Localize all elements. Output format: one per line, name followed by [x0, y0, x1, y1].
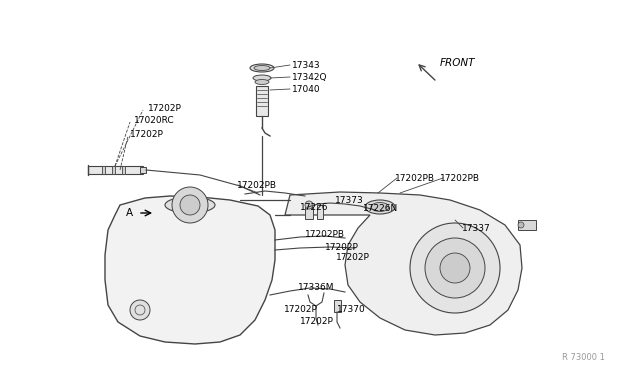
- Bar: [334, 300, 341, 312]
- Text: 17373: 17373: [335, 196, 364, 205]
- Text: 17202PB: 17202PB: [237, 180, 277, 189]
- Text: 17370: 17370: [337, 305, 365, 314]
- Bar: [518, 220, 536, 230]
- Text: R 73000 1: R 73000 1: [562, 353, 605, 362]
- Text: 17342Q: 17342Q: [292, 73, 328, 81]
- Bar: [112, 166, 115, 174]
- Text: 17337: 17337: [462, 224, 491, 232]
- Bar: [317, 205, 323, 219]
- Text: 17226: 17226: [300, 202, 328, 212]
- Text: 17343: 17343: [292, 61, 321, 70]
- Bar: [140, 167, 146, 173]
- Circle shape: [180, 195, 200, 215]
- Text: 17202P: 17202P: [300, 317, 334, 327]
- Bar: [305, 207, 313, 219]
- Circle shape: [425, 238, 485, 298]
- Bar: [102, 166, 105, 174]
- Text: 17202P: 17202P: [284, 305, 318, 314]
- Text: 17020RC: 17020RC: [134, 115, 175, 125]
- Ellipse shape: [365, 200, 395, 214]
- Circle shape: [440, 253, 470, 283]
- Circle shape: [518, 222, 524, 228]
- Bar: [122, 166, 125, 174]
- Text: 17202PB: 17202PB: [395, 173, 435, 183]
- Text: A: A: [126, 208, 133, 218]
- Ellipse shape: [254, 65, 270, 71]
- Text: FRONT: FRONT: [440, 58, 476, 68]
- Ellipse shape: [250, 64, 274, 72]
- Text: 17336M: 17336M: [298, 283, 335, 292]
- Ellipse shape: [165, 197, 215, 213]
- Polygon shape: [285, 192, 522, 335]
- Text: 17202PB: 17202PB: [305, 230, 345, 238]
- Text: 17040: 17040: [292, 84, 321, 93]
- Circle shape: [130, 300, 150, 320]
- Text: 17202P: 17202P: [336, 253, 370, 262]
- Bar: [88, 166, 143, 174]
- Text: 17202PB: 17202PB: [440, 173, 480, 183]
- Text: 17202P: 17202P: [130, 129, 164, 138]
- Circle shape: [172, 187, 208, 223]
- Bar: [256, 86, 268, 116]
- Circle shape: [305, 201, 313, 209]
- Polygon shape: [105, 196, 275, 344]
- Ellipse shape: [255, 80, 269, 84]
- Circle shape: [410, 223, 500, 313]
- Text: 17226N: 17226N: [363, 203, 398, 212]
- Text: 17202P: 17202P: [325, 243, 359, 251]
- Ellipse shape: [253, 75, 271, 81]
- Ellipse shape: [371, 202, 389, 212]
- Text: 17202P: 17202P: [148, 103, 182, 112]
